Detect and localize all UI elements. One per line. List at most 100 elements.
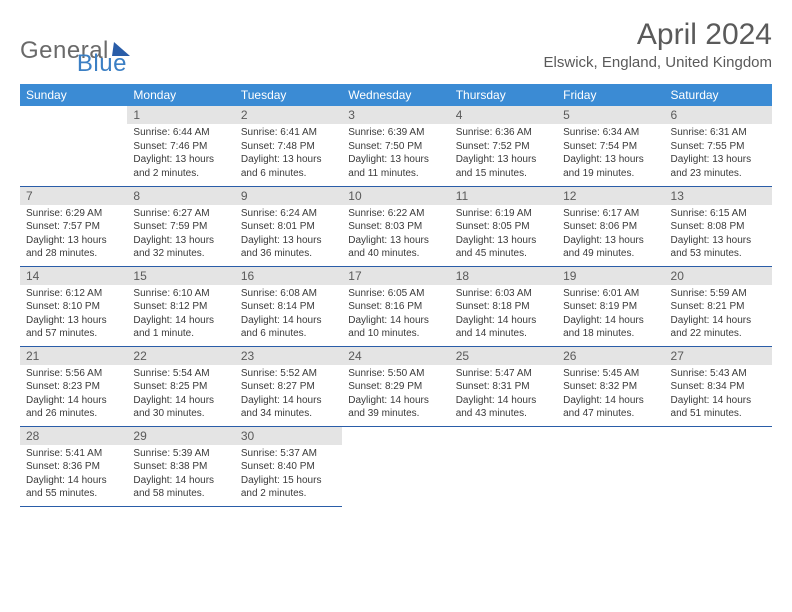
day-number: 28 (20, 427, 127, 445)
calendar-cell: 6Sunrise: 6:31 AMSunset: 7:55 PMDaylight… (665, 106, 772, 186)
day-body: Sunrise: 6:24 AMSunset: 8:01 PMDaylight:… (235, 205, 342, 265)
logo-triangle-icon (112, 42, 132, 56)
day-body: Sunrise: 6:12 AMSunset: 8:10 PMDaylight:… (20, 285, 127, 345)
day-number: 6 (665, 106, 772, 124)
calendar-row: 01Sunrise: 6:44 AMSunset: 7:46 PMDayligh… (20, 106, 772, 186)
day-number: 27 (665, 347, 772, 365)
calendar-cell: 27Sunrise: 5:43 AMSunset: 8:34 PMDayligh… (665, 346, 772, 426)
day-body: Sunrise: 5:47 AMSunset: 8:31 PMDaylight:… (450, 365, 557, 425)
day-body: Sunrise: 5:59 AMSunset: 8:21 PMDaylight:… (665, 285, 772, 345)
calendar-cell: 30Sunrise: 5:37 AMSunset: 8:40 PMDayligh… (235, 426, 342, 506)
day-body: Sunrise: 5:56 AMSunset: 8:23 PMDaylight:… (20, 365, 127, 425)
day-body: Sunrise: 6:22 AMSunset: 8:03 PMDaylight:… (342, 205, 449, 265)
calendar-cell: 23Sunrise: 5:52 AMSunset: 8:27 PMDayligh… (235, 346, 342, 426)
weekday-friday: Friday (557, 84, 664, 106)
day-number: 16 (235, 267, 342, 285)
calendar-cell: 21Sunrise: 5:56 AMSunset: 8:23 PMDayligh… (20, 346, 127, 426)
day-body: Sunrise: 6:39 AMSunset: 7:50 PMDaylight:… (342, 124, 449, 184)
day-number: 14 (20, 267, 127, 285)
day-number: 17 (342, 267, 449, 285)
day-number: 11 (450, 187, 557, 205)
day-body: Sunrise: 6:29 AMSunset: 7:57 PMDaylight:… (20, 205, 127, 265)
calendar-cell: 5Sunrise: 6:34 AMSunset: 7:54 PMDaylight… (557, 106, 664, 186)
day-body: Sunrise: 6:44 AMSunset: 7:46 PMDaylight:… (127, 124, 234, 184)
day-number: 8 (127, 187, 234, 205)
calendar-cell: 16Sunrise: 6:08 AMSunset: 8:14 PMDayligh… (235, 266, 342, 346)
calendar-cell: 29Sunrise: 5:39 AMSunset: 8:38 PMDayligh… (127, 426, 234, 506)
day-number: 20 (665, 267, 772, 285)
day-body: Sunrise: 6:10 AMSunset: 8:12 PMDaylight:… (127, 285, 234, 345)
calendar-cell: 26Sunrise: 5:45 AMSunset: 8:32 PMDayligh… (557, 346, 664, 426)
day-body: Sunrise: 6:41 AMSunset: 7:48 PMDaylight:… (235, 124, 342, 184)
day-number: 10 (342, 187, 449, 205)
day-body: Sunrise: 5:54 AMSunset: 8:25 PMDaylight:… (127, 365, 234, 425)
calendar-cell: 17Sunrise: 6:05 AMSunset: 8:16 PMDayligh… (342, 266, 449, 346)
day-body: Sunrise: 6:03 AMSunset: 8:18 PMDaylight:… (450, 285, 557, 345)
day-number: 26 (557, 347, 664, 365)
weekday-saturday: Saturday (665, 84, 772, 106)
day-body: Sunrise: 6:01 AMSunset: 8:19 PMDaylight:… (557, 285, 664, 345)
calendar-row: 21Sunrise: 5:56 AMSunset: 8:23 PMDayligh… (20, 346, 772, 426)
day-number: 19 (557, 267, 664, 285)
day-number: 29 (127, 427, 234, 445)
day-number: 25 (450, 347, 557, 365)
calendar-cell: 0 (665, 426, 772, 506)
calendar-cell: 25Sunrise: 5:47 AMSunset: 8:31 PMDayligh… (450, 346, 557, 426)
day-number: 21 (20, 347, 127, 365)
day-number: 4 (450, 106, 557, 124)
day-number: 7 (20, 187, 127, 205)
day-body: Sunrise: 5:43 AMSunset: 8:34 PMDaylight:… (665, 365, 772, 425)
location: Elswick, England, United Kingdom (544, 54, 772, 71)
day-number: 3 (342, 106, 449, 124)
logo: General Blue (20, 18, 127, 78)
calendar-cell: 2Sunrise: 6:41 AMSunset: 7:48 PMDaylight… (235, 106, 342, 186)
day-body: Sunrise: 6:08 AMSunset: 8:14 PMDaylight:… (235, 285, 342, 345)
calendar-cell: 22Sunrise: 5:54 AMSunset: 8:25 PMDayligh… (127, 346, 234, 426)
weekday-header-row: Sunday Monday Tuesday Wednesday Thursday… (20, 84, 772, 106)
calendar-cell: 8Sunrise: 6:27 AMSunset: 7:59 PMDaylight… (127, 186, 234, 266)
day-body: Sunrise: 6:05 AMSunset: 8:16 PMDaylight:… (342, 285, 449, 345)
weekday-sunday: Sunday (20, 84, 127, 106)
calendar-cell: 20Sunrise: 5:59 AMSunset: 8:21 PMDayligh… (665, 266, 772, 346)
title-block: April 2024 Elswick, England, United King… (544, 18, 772, 71)
calendar-row: 7Sunrise: 6:29 AMSunset: 7:57 PMDaylight… (20, 186, 772, 266)
calendar-cell: 24Sunrise: 5:50 AMSunset: 8:29 PMDayligh… (342, 346, 449, 426)
calendar-cell: 1Sunrise: 6:44 AMSunset: 7:46 PMDaylight… (127, 106, 234, 186)
calendar-cell: 12Sunrise: 6:17 AMSunset: 8:06 PMDayligh… (557, 186, 664, 266)
day-number: 5 (557, 106, 664, 124)
day-body: Sunrise: 5:50 AMSunset: 8:29 PMDaylight:… (342, 365, 449, 425)
day-body: Sunrise: 6:15 AMSunset: 8:08 PMDaylight:… (665, 205, 772, 265)
calendar-cell: 15Sunrise: 6:10 AMSunset: 8:12 PMDayligh… (127, 266, 234, 346)
day-body: Sunrise: 6:17 AMSunset: 8:06 PMDaylight:… (557, 205, 664, 265)
calendar-cell: 11Sunrise: 6:19 AMSunset: 8:05 PMDayligh… (450, 186, 557, 266)
day-number: 18 (450, 267, 557, 285)
weekday-tuesday: Tuesday (235, 84, 342, 106)
calendar-cell: 0 (450, 426, 557, 506)
day-body: Sunrise: 5:52 AMSunset: 8:27 PMDaylight:… (235, 365, 342, 425)
day-body: Sunrise: 6:34 AMSunset: 7:54 PMDaylight:… (557, 124, 664, 184)
calendar-cell: 7Sunrise: 6:29 AMSunset: 7:57 PMDaylight… (20, 186, 127, 266)
calendar-cell: 0 (557, 426, 664, 506)
day-number: 9 (235, 187, 342, 205)
day-number: 22 (127, 347, 234, 365)
day-number: 30 (235, 427, 342, 445)
day-number: 1 (127, 106, 234, 124)
calendar-table: Sunday Monday Tuesday Wednesday Thursday… (20, 84, 772, 507)
calendar-cell: 0 (20, 106, 127, 186)
calendar-cell: 14Sunrise: 6:12 AMSunset: 8:10 PMDayligh… (20, 266, 127, 346)
day-number: 12 (557, 187, 664, 205)
day-number: 23 (235, 347, 342, 365)
header: General Blue April 2024 Elswick, England… (20, 18, 772, 78)
day-body: Sunrise: 6:31 AMSunset: 7:55 PMDaylight:… (665, 124, 772, 184)
day-number: 2 (235, 106, 342, 124)
calendar-cell: 19Sunrise: 6:01 AMSunset: 8:19 PMDayligh… (557, 266, 664, 346)
calendar-row: 14Sunrise: 6:12 AMSunset: 8:10 PMDayligh… (20, 266, 772, 346)
day-number: 24 (342, 347, 449, 365)
day-body: Sunrise: 6:19 AMSunset: 8:05 PMDaylight:… (450, 205, 557, 265)
calendar-cell: 10Sunrise: 6:22 AMSunset: 8:03 PMDayligh… (342, 186, 449, 266)
calendar-row: 28Sunrise: 5:41 AMSunset: 8:36 PMDayligh… (20, 426, 772, 506)
calendar-cell: 13Sunrise: 6:15 AMSunset: 8:08 PMDayligh… (665, 186, 772, 266)
weekday-wednesday: Wednesday (342, 84, 449, 106)
weekday-monday: Monday (127, 84, 234, 106)
calendar-cell: 28Sunrise: 5:41 AMSunset: 8:36 PMDayligh… (20, 426, 127, 506)
